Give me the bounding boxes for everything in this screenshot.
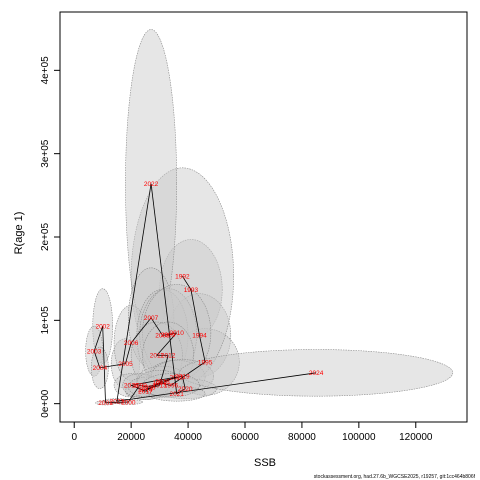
year-label-2016: 2016 <box>124 383 139 390</box>
year-label-1997: 1997 <box>152 380 167 387</box>
year-label-1995: 1995 <box>198 359 213 366</box>
segment-2007-2008 <box>150 317 163 336</box>
x-tick-label-2: 40000 <box>174 432 202 443</box>
segment-2017-2018 <box>145 380 163 392</box>
segment-2015-2016 <box>131 376 177 386</box>
segment-1994-1995 <box>199 335 206 363</box>
year-label-2005: 2005 <box>118 361 133 368</box>
x-axis: 0 20000 40000 60000 80000 100000 120000 <box>71 421 433 443</box>
year-label-2002: 2002 <box>95 323 110 330</box>
year-label-2000: 2000 <box>121 399 136 406</box>
x-tick-label-1: 20000 <box>117 432 145 443</box>
year-label-2001: 2001 <box>98 400 113 407</box>
year-label-2013: 2013 <box>152 383 167 390</box>
year-label-2009: 2009 <box>161 332 176 339</box>
segment-2010-2011 <box>156 332 177 356</box>
year-label-1992: 1992 <box>175 273 190 280</box>
year-label-2019: 2019 <box>175 373 190 380</box>
segment-2006-2007 <box>130 317 152 344</box>
year-label-2008: 2008 <box>155 333 170 340</box>
segment-2001-2002 <box>102 326 106 403</box>
x-tick-label-0: 0 <box>71 432 77 443</box>
year-label-2007: 2007 <box>144 315 159 322</box>
segment-2018-2019 <box>162 375 183 382</box>
x-tick-label-5: 100000 <box>342 432 376 443</box>
segment-2005-2006 <box>125 342 132 364</box>
x-tick-label-6: 120000 <box>399 432 433 443</box>
year-label-2018: 2018 <box>155 378 170 385</box>
segment-2019-2020 <box>181 376 186 389</box>
y-tick-label-3: 3e+05 <box>40 139 51 168</box>
y-axis: 0e+00 1e+05 2e+05 3e+05 4e+05 <box>40 56 61 418</box>
year-label-2017: 2017 <box>138 388 153 395</box>
year-label-2012: 2012 <box>161 353 176 360</box>
year-label-2022: 2022 <box>144 181 159 188</box>
confidence-ellipses <box>85 29 454 406</box>
footer-caption: stockassessment.org, had.27.6b_WGCSE2025… <box>314 474 476 480</box>
segment-1992-1993 <box>182 275 192 290</box>
segment-2003-2004 <box>93 351 101 368</box>
year-label-2020: 2020 <box>178 386 193 393</box>
y-tick-label-0: 0e+00 <box>40 389 51 418</box>
year-label-1996: 1996 <box>164 383 179 390</box>
segment-2012-2013 <box>159 355 169 386</box>
year-label-1998: 1998 <box>141 384 156 391</box>
year-label-2004: 2004 <box>93 365 108 372</box>
year-label-2024: 2024 <box>309 370 324 377</box>
y-axis-title: R(age 1) <box>13 212 25 255</box>
segment-2022-2023 <box>116 183 152 402</box>
x-tick-label-3: 60000 <box>231 432 259 443</box>
year-label-2015: 2015 <box>169 374 184 381</box>
trajectory-lines <box>93 183 317 404</box>
year-label-1993: 1993 <box>184 287 199 294</box>
x-axis-title: SSB <box>254 457 276 469</box>
year-label-2006: 2006 <box>124 340 139 347</box>
segment-2023-2024 <box>116 372 317 402</box>
segment-1998-1999 <box>139 384 149 388</box>
year-label-1994: 1994 <box>192 333 207 340</box>
year-label-2023: 2023 <box>110 398 125 405</box>
year-label-2003: 2003 <box>87 348 102 355</box>
year-label-2014: 2014 <box>138 387 153 394</box>
y-tick-label-2: 2e+05 <box>40 223 51 252</box>
segment-2008-2009 <box>162 334 169 336</box>
segment-2021-2022 <box>150 183 178 394</box>
year-label-1999: 1999 <box>132 383 147 390</box>
y-tick-label-4: 4e+05 <box>40 56 51 85</box>
year-labels: 1993 1994 1995 1992 2022 2002 2003 2004 2005 2006… <box>87 181 324 407</box>
year-label-2010: 2010 <box>169 330 184 337</box>
x-tick-label-4: 80000 <box>288 432 316 443</box>
year-label-2011: 2011 <box>150 353 164 360</box>
y-tick-label-1: 1e+05 <box>40 306 51 335</box>
year-label-2021: 2021 <box>169 391 184 398</box>
segment-2002-2003 <box>93 326 104 352</box>
segment-2000-2001 <box>105 401 129 404</box>
segment-1993-1994 <box>190 289 200 336</box>
segment-2016-2017 <box>131 384 146 392</box>
segment-2004-2005 <box>99 363 126 369</box>
segment-1995-1996 <box>170 361 206 386</box>
